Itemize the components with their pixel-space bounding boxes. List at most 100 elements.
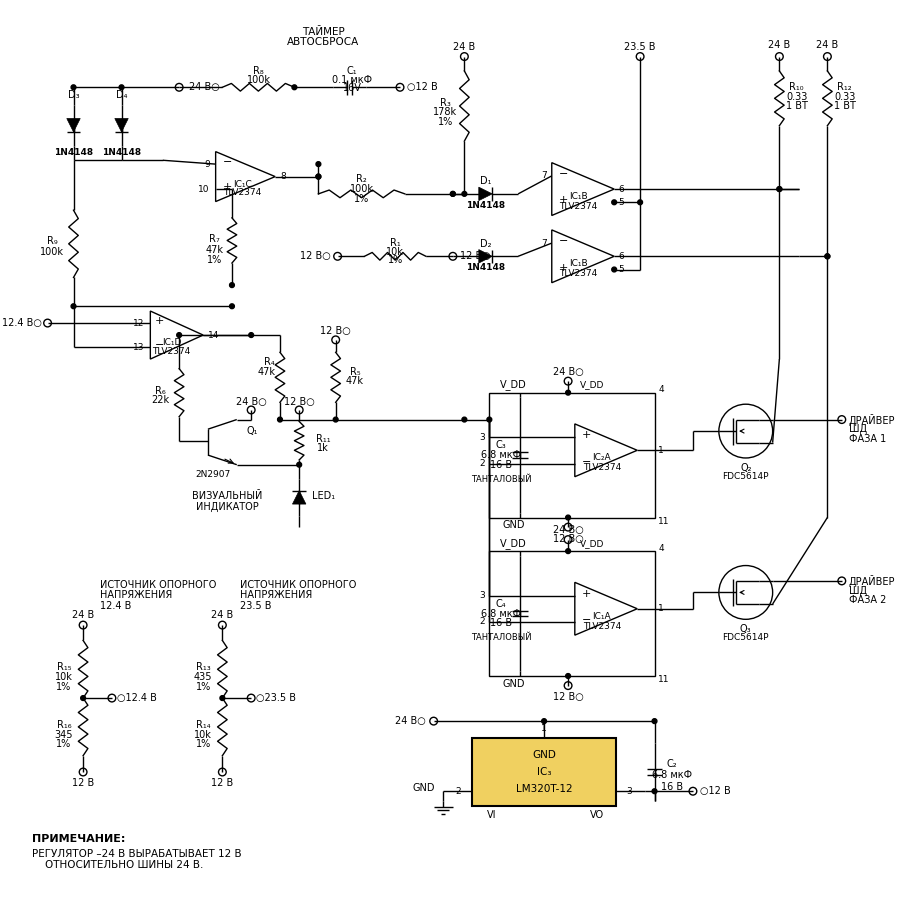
- Text: 12 В: 12 В: [212, 778, 233, 788]
- Text: Q₁: Q₁: [247, 426, 258, 436]
- Text: 47k: 47k: [206, 244, 224, 254]
- Circle shape: [230, 283, 234, 287]
- Text: R₁₂: R₁₂: [837, 82, 852, 92]
- Text: 1%: 1%: [57, 739, 71, 749]
- Circle shape: [652, 718, 657, 724]
- Text: 24 В: 24 В: [769, 40, 790, 50]
- Text: R₄: R₄: [265, 357, 275, 367]
- Text: 47k: 47k: [257, 367, 275, 377]
- Text: 1: 1: [659, 446, 664, 455]
- Text: ФАЗА 1: ФАЗА 1: [849, 434, 886, 444]
- Text: V_DD: V_DD: [580, 539, 604, 548]
- Polygon shape: [115, 119, 128, 132]
- Text: 24 В○: 24 В○: [553, 525, 583, 535]
- Text: +: +: [155, 316, 165, 326]
- Text: 1N4148: 1N4148: [102, 148, 141, 157]
- Circle shape: [462, 191, 467, 197]
- Text: TLV2374: TLV2374: [560, 269, 598, 278]
- Text: 7: 7: [541, 239, 547, 248]
- Text: НАПРЯЖЕНИЯ: НАПРЯЖЕНИЯ: [239, 590, 312, 600]
- Text: 100k: 100k: [349, 184, 373, 194]
- Text: FDC5614P: FDC5614P: [723, 472, 769, 480]
- Text: 1%: 1%: [207, 255, 222, 265]
- Circle shape: [566, 391, 571, 395]
- Text: ФАЗА 2: ФАЗА 2: [849, 595, 886, 605]
- Text: 12 В○: 12 В○: [320, 327, 351, 336]
- Text: 16 В: 16 В: [490, 619, 512, 629]
- Circle shape: [81, 695, 86, 701]
- Text: ТАНТАЛОВЫЙ: ТАНТАЛОВЫЙ: [471, 475, 531, 484]
- Text: 2: 2: [479, 618, 484, 627]
- Text: 6.8 мкФ: 6.8 мкФ: [481, 450, 521, 460]
- Text: 1N4148: 1N4148: [54, 148, 93, 157]
- Text: 24 В○: 24 В○: [553, 367, 583, 377]
- Text: 12 В: 12 В: [72, 778, 94, 788]
- Text: TLV2374: TLV2374: [152, 347, 191, 356]
- Text: 16 В: 16 В: [661, 781, 683, 791]
- Circle shape: [316, 174, 320, 179]
- Text: 24 В○: 24 В○: [189, 82, 220, 92]
- Text: 100k: 100k: [40, 246, 65, 256]
- Text: 5: 5: [618, 198, 624, 207]
- Text: 2N2907: 2N2907: [195, 469, 230, 479]
- Circle shape: [71, 304, 76, 308]
- Bar: [490, 551, 654, 676]
- Polygon shape: [479, 188, 492, 200]
- Bar: [490, 393, 654, 518]
- Circle shape: [119, 85, 124, 90]
- Text: 10k: 10k: [55, 672, 73, 682]
- Circle shape: [316, 174, 320, 179]
- Text: 1%: 1%: [195, 739, 211, 749]
- Polygon shape: [292, 490, 306, 504]
- Text: 4: 4: [659, 544, 664, 553]
- Text: R₁₀: R₁₀: [789, 82, 804, 92]
- Text: 6: 6: [618, 252, 624, 261]
- Text: ДРАЙВЕР: ДРАЙВЕР: [849, 414, 895, 425]
- Text: 47k: 47k: [346, 376, 364, 386]
- Text: 178k: 178k: [433, 107, 457, 117]
- Text: ИСТОЧНИК ОПОРНОГО: ИСТОЧНИК ОПОРНОГО: [239, 580, 356, 590]
- Circle shape: [542, 718, 546, 724]
- Circle shape: [176, 333, 182, 338]
- Text: 3: 3: [479, 433, 484, 442]
- Circle shape: [450, 191, 455, 197]
- Circle shape: [612, 199, 616, 205]
- Circle shape: [612, 267, 616, 272]
- Text: R₇: R₇: [210, 234, 220, 244]
- Text: C₂: C₂: [667, 759, 677, 769]
- Text: ВИЗУАЛЬНЫЙ: ВИЗУАЛЬНЫЙ: [192, 491, 263, 501]
- Text: 12 В○: 12 В○: [553, 533, 583, 544]
- Text: ПРИМЕЧАНИЕ:: ПРИМЕЧАНИЕ:: [32, 834, 126, 845]
- Circle shape: [277, 417, 283, 422]
- Circle shape: [230, 304, 234, 308]
- Text: АВТОСБРОСА: АВТОСБРОСА: [287, 38, 359, 48]
- Circle shape: [777, 187, 782, 191]
- Text: +: +: [559, 263, 568, 273]
- Text: 24 В○: 24 В○: [236, 397, 266, 407]
- Text: GND: GND: [413, 783, 436, 793]
- Text: 10: 10: [198, 185, 210, 194]
- Circle shape: [652, 789, 657, 793]
- Text: ○12 В: ○12 В: [407, 82, 437, 92]
- Text: ШД: ШД: [849, 425, 867, 435]
- Text: R₁: R₁: [390, 238, 400, 248]
- Text: R₁₁: R₁₁: [316, 434, 330, 444]
- Circle shape: [297, 462, 302, 467]
- Text: 10k: 10k: [194, 729, 212, 739]
- Text: ТАНТАЛОВЫЙ: ТАНТАЛОВЫЙ: [471, 633, 531, 642]
- Text: 1 ВТ: 1 ВТ: [833, 102, 856, 112]
- Text: D₄: D₄: [116, 90, 127, 100]
- Circle shape: [825, 253, 830, 259]
- Text: TLV2374: TLV2374: [560, 202, 598, 210]
- Polygon shape: [67, 119, 80, 132]
- Text: 1%: 1%: [354, 194, 369, 204]
- Circle shape: [333, 417, 338, 422]
- Text: R₁₄: R₁₄: [196, 720, 211, 730]
- Text: ДРАЙВЕР: ДРАЙВЕР: [849, 575, 895, 587]
- Circle shape: [566, 515, 571, 520]
- Text: 24 В: 24 В: [72, 610, 94, 620]
- Text: Q₃: Q₃: [740, 624, 752, 634]
- Text: 345: 345: [55, 729, 73, 739]
- Text: 12 В○: 12 В○: [284, 397, 315, 407]
- Text: 1 ВТ: 1 ВТ: [786, 102, 807, 112]
